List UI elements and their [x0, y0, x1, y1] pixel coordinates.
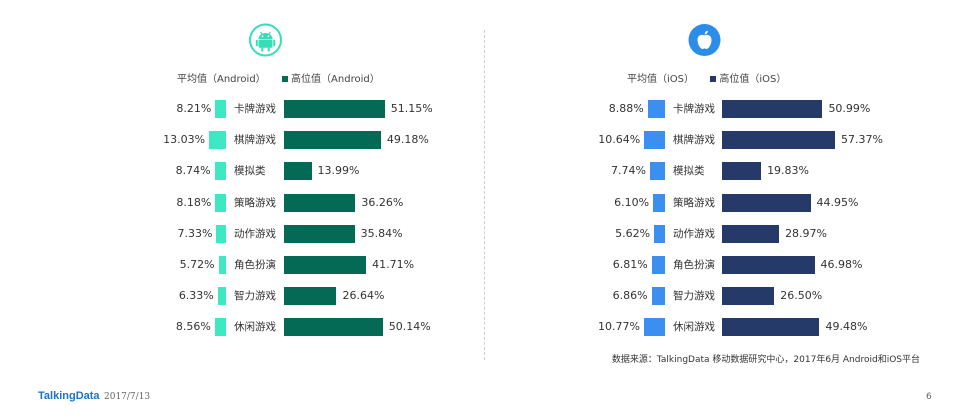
android-high-bar-6 — [284, 287, 337, 306]
android-high-label-5: 41.71% — [372, 258, 415, 271]
ios-legend: 平均值（iOS） 高位值（iOS） — [627, 70, 786, 85]
ios-avg-bar-0 — [647, 100, 665, 118]
ios-avg-label-5: 6.81% — [612, 258, 648, 271]
ios-high-bar-1 — [722, 131, 836, 150]
android-high-label-1: 49.18% — [386, 133, 429, 147]
data-source-note: 数据来源：TalkingData 移动数据研究中心，2017年6月 Androi… — [611, 355, 920, 365]
ios-high-bar-5 — [722, 256, 815, 274]
android-high-bar-0 — [284, 100, 385, 118]
ios-avg-bar-3 — [653, 193, 665, 212]
ios-high-label-2: 19.83% — [767, 164, 810, 178]
ios-avg-label-4: 5.62% — [615, 226, 651, 240]
ios-high-label-5: 46.98% — [820, 258, 863, 271]
ios-high-label-7: 49.48% — [825, 320, 868, 334]
ios-avg-bar-6 — [651, 287, 665, 306]
android-high-bar-7 — [284, 318, 383, 337]
android-high-label-4: 35.84% — [360, 226, 403, 240]
page-number: 6 — [926, 392, 932, 402]
ios-avg-bar-2 — [649, 162, 665, 181]
android-avg-bar-3 — [215, 193, 226, 212]
ios-high-label-1: 57.37% — [841, 133, 883, 147]
android-high-label-0: 51.15% — [390, 102, 433, 115]
ios-avg-label-3: 6.10% — [614, 195, 650, 209]
ios-category-7: 休闲游戏 — [673, 321, 715, 334]
android-category-3: 策略游戏 — [234, 196, 276, 209]
ios-category-4: 动作游戏 — [673, 227, 715, 240]
android-high-label-2: 13.99% — [317, 164, 360, 178]
android-high-bar-1 — [284, 131, 381, 150]
android-avg-label-6: 6.33% — [178, 289, 214, 303]
ios-high-bar-3 — [722, 193, 811, 212]
ios-avg-bar-5 — [651, 256, 665, 274]
brand-logo: TalkingData — [38, 390, 100, 402]
android-avg-bar-5 — [218, 256, 226, 274]
divider-line — [484, 30, 485, 360]
ios-category-0: 卡牌游戏 — [673, 103, 715, 115]
footer-date: 2017/7/13 — [104, 392, 151, 402]
ios-category-2: 模拟类 — [673, 165, 705, 178]
android-avg-bar-2 — [214, 162, 226, 181]
android-icon — [249, 23, 282, 57]
android-category-0: 卡牌游戏 — [234, 103, 276, 115]
ios-avg-bar-4 — [654, 224, 665, 243]
android-legend: 平均值（Android） 高位值（Android） — [177, 70, 380, 85]
ios-category-3: 策略游戏 — [673, 196, 715, 209]
ios-category-6: 智力游戏 — [673, 290, 715, 303]
android-avg-label-2: 8.74% — [175, 164, 211, 178]
android-avg-label-7: 8.56% — [175, 320, 211, 334]
ios-high-label-6: 26.50% — [780, 289, 823, 303]
android-high-bar-2 — [284, 162, 312, 181]
android-avg-label-0: 8.21% — [176, 102, 212, 115]
ios-high-label-3: 44.95% — [816, 195, 859, 209]
ios-high-label-0: 50.99% — [828, 102, 871, 115]
legend-avg-android: 平均值（Android） — [177, 74, 266, 85]
ios-high-bar-0 — [722, 100, 823, 118]
legend-avg-ios: 平均值（iOS） — [627, 74, 694, 85]
ios-avg-label-1: 10.64% — [598, 133, 641, 147]
ios-avg-label-0: 8.88% — [608, 102, 644, 115]
android-avg-bar-1 — [209, 131, 226, 150]
ios-high-bar-4 — [722, 224, 780, 243]
ios-category-5: 角色扮演 — [673, 259, 715, 271]
android-high-label-7: 50.14% — [388, 320, 431, 334]
android-avg-label-5: 5.72% — [179, 258, 215, 271]
ios-avg-bar-1 — [644, 131, 665, 150]
legend-swatch-high-ios — [710, 76, 717, 82]
ios-high-label-4: 28.97% — [785, 226, 828, 240]
android-high-bar-4 — [284, 224, 355, 243]
android-category-4: 动作游戏 — [234, 227, 276, 240]
ios-avg-label-2: 7.74% — [610, 164, 646, 178]
android-avg-bar-6 — [217, 287, 226, 306]
android-category-1: 棋牌游戏 — [234, 134, 276, 147]
android-high-label-3: 36.26% — [361, 195, 404, 209]
ios-high-bar-7 — [722, 318, 820, 337]
android-high-label-6: 26.64% — [342, 289, 385, 303]
android-high-bar-5 — [284, 256, 367, 274]
legend-high-ios: 高位值（iOS） — [719, 74, 787, 85]
android-avg-bar-0 — [215, 100, 226, 118]
ios-avg-bar-7 — [643, 318, 665, 337]
ios-category-1: 棋牌游戏 — [673, 134, 715, 147]
legend-swatch-high-android — [282, 76, 289, 82]
ios-high-bar-6 — [722, 287, 775, 306]
android-avg-label-1: 13.03% — [163, 133, 206, 147]
android-category-5: 角色扮演 — [234, 259, 276, 271]
ios-avg-label-6: 6.86% — [612, 289, 648, 303]
android-avg-label-4: 7.33% — [177, 226, 213, 240]
android-category-6: 智力游戏 — [234, 290, 276, 303]
android-avg-bar-4 — [216, 224, 226, 243]
ios-high-bar-2 — [722, 162, 762, 181]
android-category-2: 模拟类 — [234, 165, 266, 178]
apple-icon — [688, 24, 721, 56]
legend-high-android: 高位值（Android） — [291, 74, 380, 85]
ios-avg-label-7: 10.77% — [598, 320, 640, 334]
android-avg-label-3: 8.18% — [176, 195, 212, 209]
android-avg-bar-7 — [214, 318, 226, 337]
android-category-7: 休闲游戏 — [234, 321, 276, 334]
android-high-bar-3 — [284, 193, 356, 212]
